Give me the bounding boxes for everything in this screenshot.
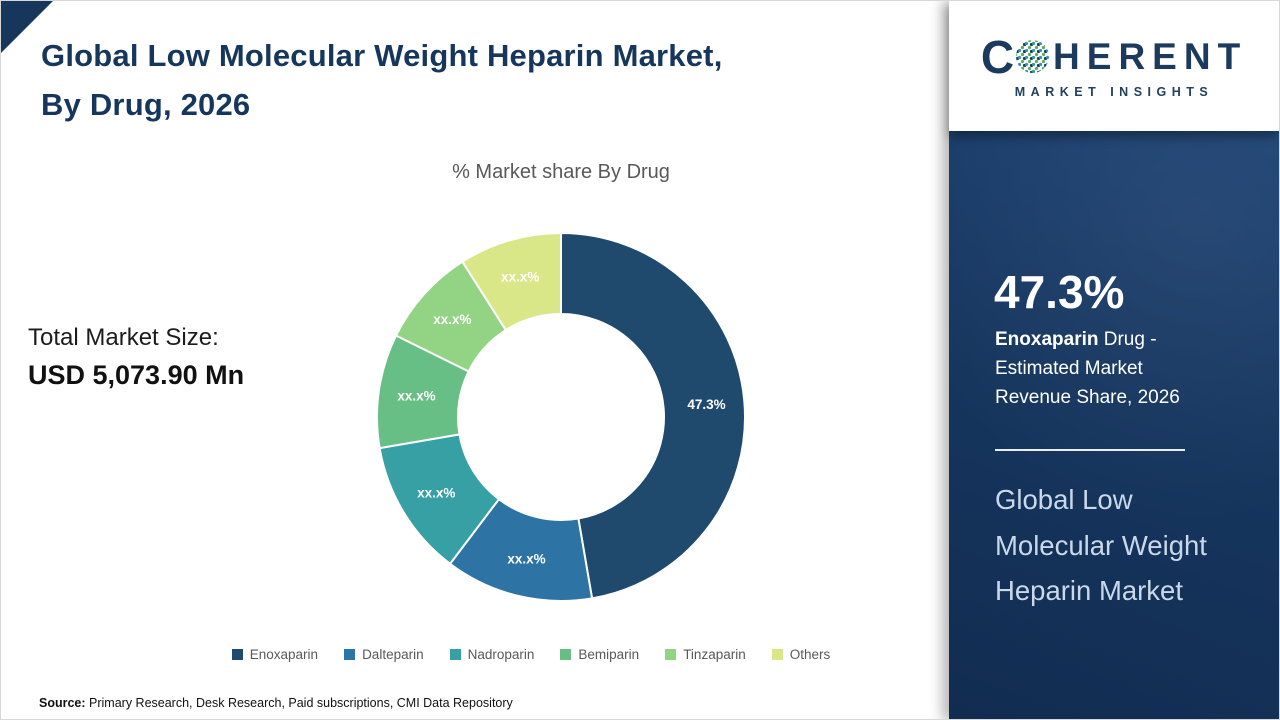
market-size-value: USD 5,073.90 Mn bbox=[28, 360, 245, 390]
logo-letters-rest: HERENT bbox=[1053, 36, 1248, 77]
slice-label-tinzaparin: xx.x% bbox=[433, 312, 471, 327]
logo-letter-c: C bbox=[980, 30, 1015, 83]
logo-wordmark: C HERENT bbox=[981, 34, 1247, 80]
slice-label-enoxaparin: 47.3% bbox=[687, 397, 725, 412]
donut-slice-enoxaparin bbox=[560, 231, 746, 600]
sidebar-divider bbox=[995, 449, 1185, 451]
highlight-stat-rest: Drug - Estimated Market Revenue Share, 2… bbox=[995, 329, 1180, 408]
legend-item-enoxaparin: Enoxaparin bbox=[231, 647, 319, 662]
legend-label-tinzaparin: Tinzaparin bbox=[683, 647, 746, 662]
slice-label-nadroparin: xx.x% bbox=[417, 485, 455, 500]
market-size-label: Total Market Size: bbox=[28, 324, 219, 351]
chart-title: % Market share By Drug bbox=[452, 161, 670, 183]
legend-marker-enoxaparin bbox=[231, 649, 243, 660]
market-size-callout: Total Market Size: USD 5,073.90 Mn bbox=[28, 324, 244, 391]
legend-item-bemiparin: Bemiparin bbox=[560, 647, 639, 662]
slice-label-bemiparin: xx.x% bbox=[397, 388, 435, 403]
donut-slice-others bbox=[461, 231, 562, 332]
legend-marker-nadroparin bbox=[449, 649, 461, 660]
legend-item-others: Others bbox=[771, 647, 831, 662]
sidebar-report-title: Global Low Molecular Weight Heparin Mark… bbox=[995, 484, 1207, 606]
page-title: Global Low Molecular Weight Heparin Mark… bbox=[41, 31, 901, 129]
legend-label-nadroparin: Nadroparin bbox=[467, 647, 535, 662]
legend-label-bemiparin: Bemiparin bbox=[578, 647, 640, 662]
legend-label-enoxaparin: Enoxaparin bbox=[249, 647, 319, 662]
company-logo: C HERENT MARKET INSIGHTS bbox=[949, 1, 1279, 131]
highlight-stat-drug: Enoxaparin bbox=[995, 329, 1099, 350]
sidebar: C HERENT MARKET INSIGHTS 47.3% Enoxapari… bbox=[949, 1, 1279, 719]
legend-marker-tinzaparin bbox=[665, 649, 677, 660]
donut-chart: 47.3% xx.x% xx.x% xx.x% xx.x% xx.x% bbox=[376, 231, 746, 602]
legend-marker-dalteparin bbox=[344, 649, 356, 660]
legend-item-tinzaparin: Tinzaparin bbox=[665, 647, 746, 662]
source-line: Source: Primary Research, Desk Research,… bbox=[39, 696, 513, 710]
source-text: Primary Research, Desk Research, Paid su… bbox=[85, 696, 513, 710]
legend-label-others: Others bbox=[789, 647, 831, 662]
legend-item-dalteparin: Dalteparin bbox=[344, 647, 424, 662]
legend-label-dalteparin: Dalteparin bbox=[362, 647, 424, 662]
legend-item-nadroparin: Nadroparin bbox=[449, 647, 535, 662]
globe-dots-icon bbox=[1016, 40, 1050, 73]
chart-legend: Enoxaparin Dalteparin Nadroparin Bemiparin T… bbox=[131, 647, 931, 662]
legend-marker-bemiparin bbox=[560, 649, 572, 660]
legend-marker-others bbox=[771, 649, 783, 660]
logo-subtitle: MARKET INSIGHTS bbox=[1014, 84, 1214, 99]
page-title-line2: By Drug, 2026 bbox=[41, 87, 251, 122]
page-title-line1: Global Low Molecular Weight Heparin Mark… bbox=[41, 38, 723, 73]
source-prefix: Source: bbox=[39, 696, 86, 710]
highlight-stat-value: 47.3% bbox=[994, 266, 1125, 318]
slice-label-others: xx.x% bbox=[501, 269, 539, 284]
corner-accent-triangle bbox=[1, 1, 53, 53]
highlight-stat-description: Enoxaparin Drug - Estimated Market Reven… bbox=[995, 325, 1210, 412]
slice-label-dalteparin: xx.x% bbox=[507, 551, 545, 566]
